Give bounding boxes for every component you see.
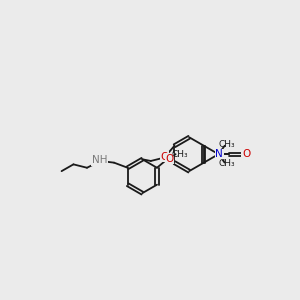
Text: O: O (160, 152, 169, 162)
Text: N: N (215, 149, 223, 159)
Text: CH₃: CH₃ (219, 159, 235, 168)
Text: O: O (242, 149, 250, 159)
Text: O: O (165, 154, 174, 164)
Text: NH: NH (92, 155, 107, 165)
Text: CH₃: CH₃ (172, 150, 189, 159)
Text: CH₃: CH₃ (219, 140, 235, 149)
Text: N: N (215, 149, 223, 159)
